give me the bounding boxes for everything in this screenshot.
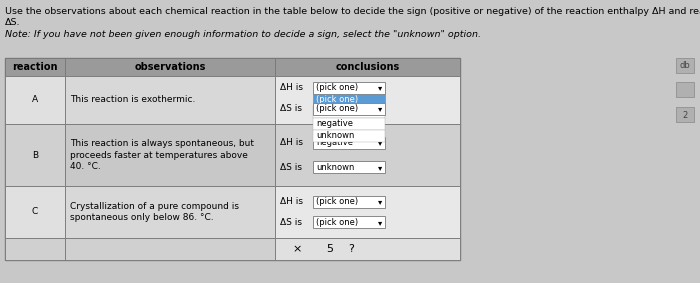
Bar: [275, 124, 460, 186]
Text: C: C: [32, 207, 38, 216]
Text: unknown: unknown: [316, 163, 354, 172]
Text: 5: 5: [326, 244, 333, 254]
Bar: [65, 124, 275, 186]
Text: (pick one): (pick one): [316, 95, 358, 104]
Bar: [313, 216, 385, 228]
Bar: [275, 238, 460, 260]
Bar: [65, 76, 275, 124]
Bar: [676, 82, 694, 97]
Text: ΔH is: ΔH is: [280, 197, 303, 206]
Text: ΔH is: ΔH is: [280, 83, 303, 93]
Text: A: A: [32, 95, 38, 104]
Bar: [676, 107, 694, 122]
Bar: [65, 58, 275, 76]
Bar: [313, 82, 385, 94]
Text: unknown: unknown: [316, 132, 354, 140]
Text: ▾: ▾: [378, 104, 382, 113]
Bar: [5, 124, 65, 186]
Bar: [65, 238, 275, 260]
Text: positive: positive: [316, 108, 349, 117]
Bar: [313, 161, 385, 173]
Bar: [313, 118, 385, 130]
Bar: [313, 94, 385, 106]
Bar: [676, 58, 694, 73]
Text: ΔH is: ΔH is: [280, 138, 303, 147]
Bar: [313, 196, 385, 208]
Text: negative: negative: [316, 138, 353, 147]
Bar: [313, 130, 385, 142]
Text: ▾: ▾: [378, 197, 382, 206]
Bar: [5, 76, 65, 124]
Bar: [65, 186, 275, 238]
Text: ΔS is: ΔS is: [280, 104, 302, 113]
Text: ×: ×: [293, 244, 302, 254]
Bar: [275, 186, 460, 238]
Text: Note: If you have not been given enough information to decide a sign, select the: Note: If you have not been given enough …: [5, 30, 481, 39]
Text: (pick one): (pick one): [316, 83, 358, 93]
Text: ΔS.: ΔS.: [5, 18, 20, 27]
Text: ▾: ▾: [378, 163, 382, 172]
Text: This reaction is exothermic.: This reaction is exothermic.: [70, 95, 195, 104]
Bar: [275, 58, 460, 76]
Bar: [5, 238, 65, 260]
Text: negative: negative: [316, 119, 353, 128]
Text: (pick one): (pick one): [316, 104, 358, 113]
Text: db: db: [680, 61, 690, 70]
Text: Use the observations about each chemical reaction in the table below to decide t: Use the observations about each chemical…: [5, 7, 700, 16]
Bar: [5, 58, 65, 76]
Text: B: B: [32, 151, 38, 160]
Text: ▾: ▾: [378, 138, 382, 147]
Bar: [5, 58, 460, 260]
Text: 2: 2: [682, 110, 687, 119]
Bar: [313, 137, 385, 149]
Text: observations: observations: [134, 62, 206, 72]
Text: ΔS is: ΔS is: [280, 163, 302, 172]
Bar: [5, 186, 65, 238]
Bar: [313, 103, 385, 115]
Text: (pick one): (pick one): [316, 218, 358, 227]
Bar: [275, 76, 460, 124]
Text: (pick one): (pick one): [316, 197, 358, 206]
Bar: [313, 106, 385, 118]
Text: ▾: ▾: [378, 218, 382, 227]
Text: Crystallization of a pure compound is
spontaneous only below 86. °C.: Crystallization of a pure compound is sp…: [70, 202, 239, 222]
Text: This reaction is always spontaneous, but
proceeds faster at temperatures above
4: This reaction is always spontaneous, but…: [70, 140, 254, 171]
Text: ΔS is: ΔS is: [280, 218, 302, 227]
Text: ?: ?: [348, 244, 354, 254]
Text: conclusions: conclusions: [335, 62, 400, 72]
Text: ▾: ▾: [378, 83, 382, 93]
Text: reaction: reaction: [13, 62, 57, 72]
